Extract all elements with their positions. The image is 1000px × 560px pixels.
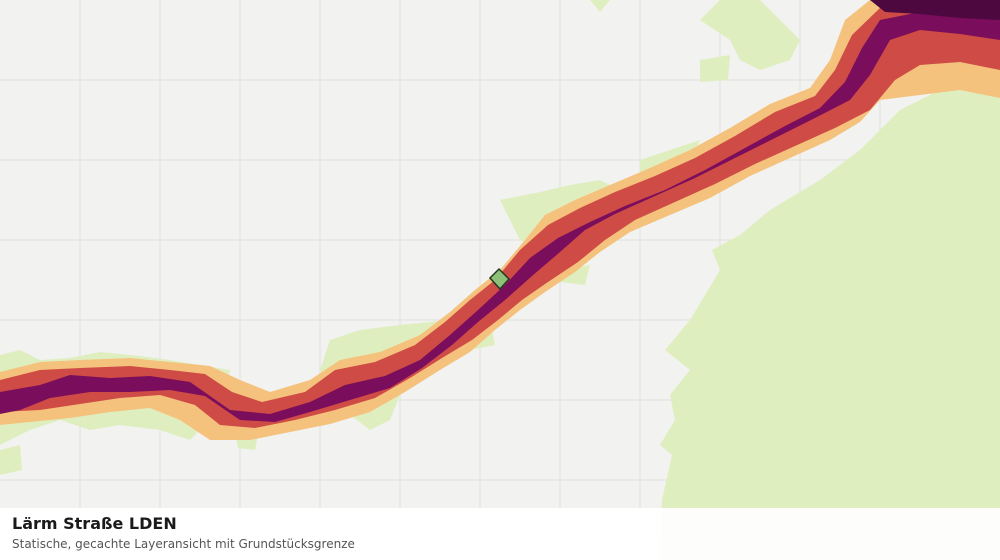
noise-band-max [870,0,1000,20]
layer-title: Lärm Straße LDEN [12,514,177,533]
layer-subtitle: Statische, gecachte Layeransicht mit Gru… [12,537,355,551]
map-caption: Lärm Straße LDEN Statische, gecachte Lay… [0,508,1000,560]
parcel-boundary[interactable] [488,267,511,291]
noise-band-high [0,8,1000,422]
